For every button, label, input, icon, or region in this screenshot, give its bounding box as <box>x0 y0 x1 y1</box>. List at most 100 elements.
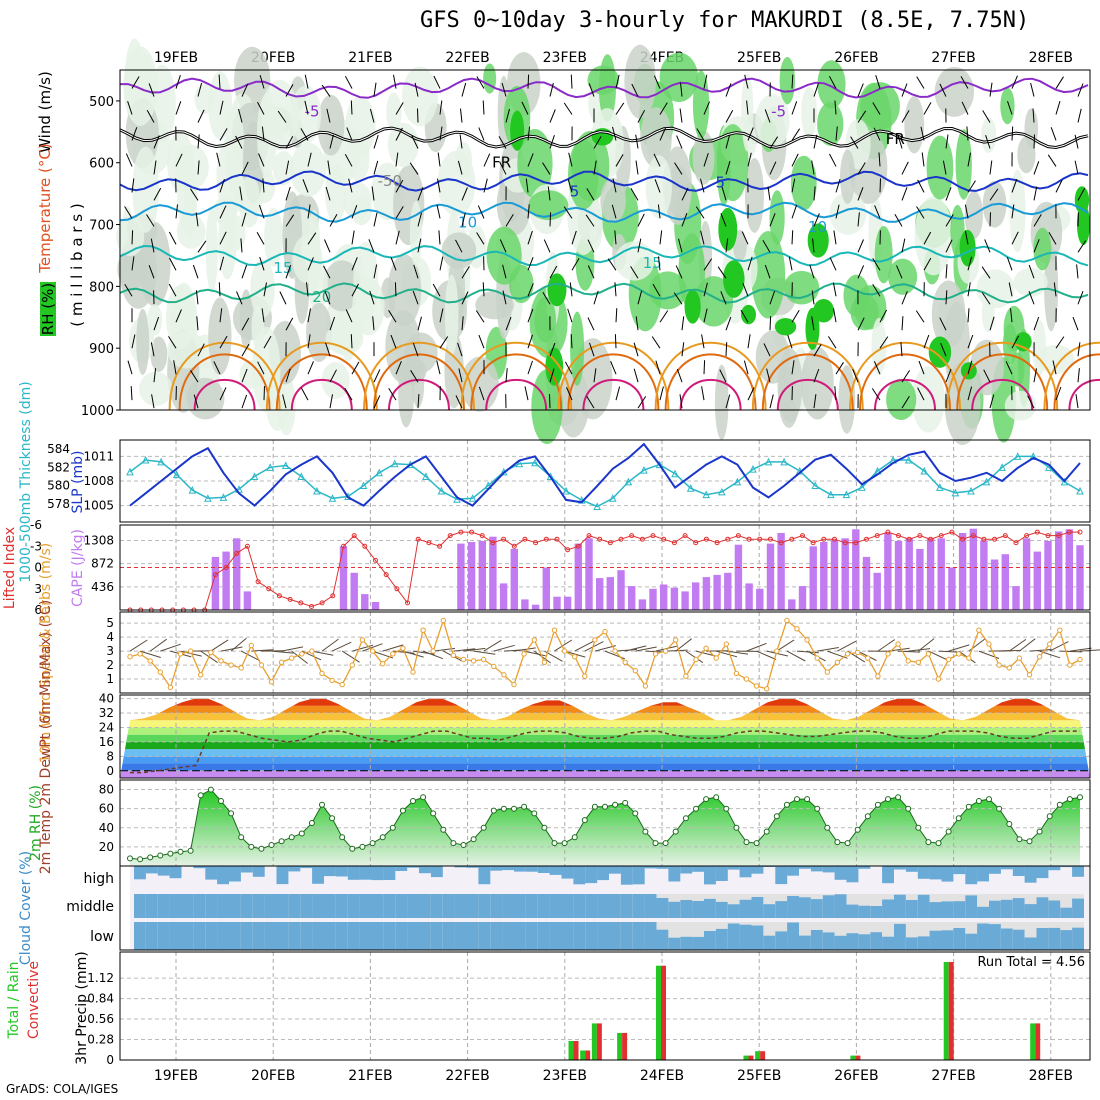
wind-speed-point <box>369 648 376 654</box>
cloud-middle-bar <box>989 900 1001 918</box>
wind-barb <box>1008 282 1013 297</box>
cloud-bg-cell <box>668 922 681 950</box>
cloud-middle-bar <box>704 898 716 918</box>
wind-barb <box>218 74 221 89</box>
wind-barb <box>1055 179 1063 193</box>
cloud-low-bar <box>514 922 526 950</box>
rh-blob <box>208 297 232 375</box>
cloud-middle-bar <box>1060 907 1073 918</box>
wind-barb <box>499 161 507 175</box>
wind-barb <box>1076 264 1079 279</box>
wind-barb <box>373 212 378 227</box>
surface-wind-barb <box>574 640 594 652</box>
contour-label: 10 <box>808 218 827 236</box>
cloud-middle-bar <box>157 894 170 918</box>
rh-point <box>258 845 265 852</box>
pressure-tick-label: 1000 <box>81 404 114 419</box>
wind-barb <box>703 74 708 89</box>
cloud-low-bar <box>620 922 633 950</box>
lifted-index-point <box>938 533 944 539</box>
cloud-high-bar <box>632 866 645 885</box>
run-total-annotation: Run Total = 4.56 <box>977 955 1085 970</box>
wind-barb <box>527 308 534 323</box>
wind-barb <box>1032 108 1035 123</box>
cloud-middle-bar <box>229 894 241 918</box>
cloud-high-bar <box>145 866 158 874</box>
wind-barb <box>674 162 683 175</box>
wind-barb <box>615 102 625 115</box>
thickness-point <box>375 468 383 477</box>
cape-bar <box>510 548 518 610</box>
cloud-middle-bar <box>1024 904 1037 918</box>
lifted-index-point <box>960 536 966 542</box>
wind-speed-point <box>652 651 659 657</box>
rh-point <box>1077 794 1083 801</box>
wind-barb <box>984 239 991 253</box>
cloud-middle-bar <box>525 894 538 918</box>
wind-barb <box>593 136 602 149</box>
wind-barb <box>549 82 554 97</box>
wind-barb <box>173 360 177 375</box>
bottom-date-label: 28FEB <box>1029 1068 1073 1084</box>
cloud-frame <box>119 865 1091 951</box>
cape-bar <box>958 533 967 610</box>
cloud-low-bar <box>490 922 503 950</box>
warm-isotherm <box>849 341 961 411</box>
rh-blob <box>928 336 952 368</box>
lifted-index-point <box>703 536 709 542</box>
temp-tick-label: 16 <box>99 735 114 749</box>
rh-point <box>470 836 477 843</box>
rh-blob <box>173 144 209 190</box>
cloud-middle-bar <box>264 894 277 918</box>
temp-tick-label: 40 <box>99 692 114 706</box>
wind-barb <box>373 134 379 149</box>
rh-point <box>571 834 578 841</box>
warm-isotherm <box>679 378 742 411</box>
precip-total-bar <box>591 1023 597 1060</box>
wind-barb <box>219 231 227 245</box>
rh-point <box>874 801 881 808</box>
rh-tick-label: 80 <box>99 783 114 797</box>
wind-speed-point <box>491 663 497 670</box>
wind-barb <box>917 179 925 193</box>
wind-barb <box>769 290 776 305</box>
lifted-index-point <box>223 565 229 570</box>
wind-barb <box>436 204 441 219</box>
precip-total-bar <box>850 1055 856 1060</box>
wind-speed-point <box>551 627 558 633</box>
lifted-index-point <box>234 550 240 556</box>
slp-axis-label: SLP (mb) <box>70 450 86 513</box>
surface-wind-barb <box>584 641 604 652</box>
rh-point <box>1036 828 1043 835</box>
surface-wind-barb <box>968 638 986 652</box>
rh-blob <box>981 294 995 332</box>
rh-point <box>218 798 224 804</box>
wind-barb <box>567 308 573 323</box>
wind-barb <box>989 188 999 201</box>
cloud-low-bar <box>1024 937 1037 950</box>
cloud-low-bar <box>252 922 265 950</box>
wind-barb <box>764 264 771 279</box>
surface-wind-barb <box>615 648 638 652</box>
cape-bar <box>596 578 604 610</box>
contour-label: 5 <box>716 173 726 191</box>
wind-barb <box>197 343 205 357</box>
wind-barb <box>857 239 864 253</box>
rh-blob <box>684 289 701 324</box>
wind-speed-point <box>764 686 770 692</box>
rh-blob <box>321 362 350 399</box>
cloud-high-bar <box>775 866 788 885</box>
wind-barb <box>499 239 507 253</box>
precip-total-bar <box>568 1041 574 1060</box>
wind-barb <box>873 361 881 375</box>
cloud-high-bar <box>597 866 609 881</box>
cloud-low-bar <box>715 928 728 950</box>
cape-bar <box>820 542 828 610</box>
wind-barb <box>791 74 794 89</box>
cape-bar <box>734 544 743 610</box>
rh-point <box>935 840 942 847</box>
cloud-middle-bar <box>549 894 562 918</box>
wind-barb <box>811 316 815 331</box>
wind-barb <box>483 153 491 167</box>
wind-barb <box>257 101 265 115</box>
